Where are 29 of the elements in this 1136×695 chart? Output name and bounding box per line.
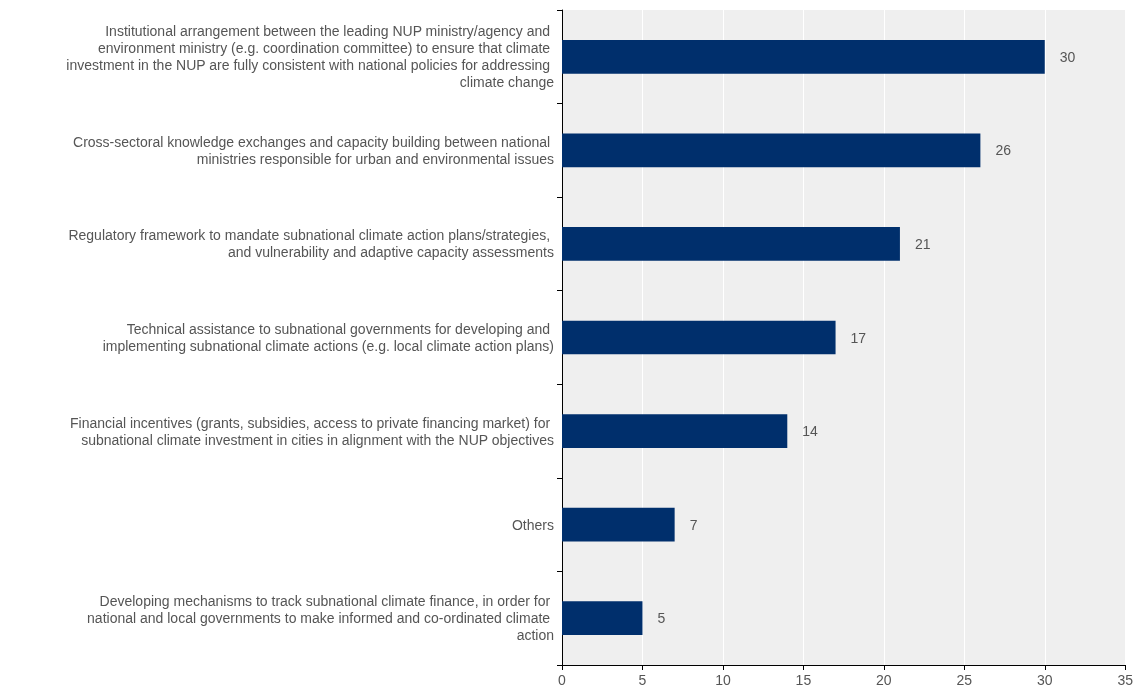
y-tick-label: Others bbox=[511, 516, 554, 533]
data-label: 14 bbox=[802, 423, 819, 440]
x-tick-label: 15 bbox=[795, 672, 812, 688]
bar bbox=[562, 507, 675, 542]
bar bbox=[562, 227, 900, 261]
bar bbox=[562, 133, 981, 168]
data-label: 30 bbox=[1059, 48, 1076, 65]
y-tick-label: Institutional arrangement between the leading NUP ministry/agency and environment ministry (e.g. coordination committee) to ensure that climate investment in the NUP are fully consistent with national policies for addressing climate change bbox=[66, 23, 555, 91]
bar bbox=[562, 601, 643, 636]
x-tick-label: 25 bbox=[956, 672, 973, 688]
x-tick-label: 10 bbox=[715, 672, 731, 688]
bar bbox=[562, 320, 836, 355]
x-tick-label: 30 bbox=[1036, 672, 1053, 688]
y-tick-label: Developing mechanisms to track subnational climate finance, in order for national and local governments to make informed and co-ordinated climate action bbox=[87, 593, 554, 644]
y-tick-label: Cross-sectoral knowledge exchanges and capacity building between national ministries responsible for urban and environmental issues bbox=[73, 133, 554, 167]
y-tick-label: Financial incentives (grants, subsidies, access to private financing market) for subnational climate investment in cities in alignment with the NUP objectives bbox=[70, 414, 554, 448]
x-tick-label: 20 bbox=[876, 672, 892, 688]
bar bbox=[562, 39, 1045, 74]
data-label: 5 bbox=[657, 610, 666, 627]
bar bbox=[562, 414, 788, 448]
data-label: 17 bbox=[850, 329, 867, 346]
data-label: 7 bbox=[689, 516, 698, 533]
data-label: 21 bbox=[914, 235, 931, 252]
y-tick-label: Regulatory framework to mandate subnational climate action plans/strategies, and vulnerability and adaptive capacity assessments bbox=[68, 227, 554, 261]
x-tick-label: 35 bbox=[1117, 672, 1134, 688]
data-label: 26 bbox=[995, 142, 1012, 159]
x-tick-label: 0 bbox=[558, 672, 567, 688]
y-tick-label: Technical assistance to subnational governments for developing and implementing subnational climate actions (e.g. local climate action plans) bbox=[102, 321, 554, 354]
x-tick-label: 5 bbox=[638, 672, 647, 688]
